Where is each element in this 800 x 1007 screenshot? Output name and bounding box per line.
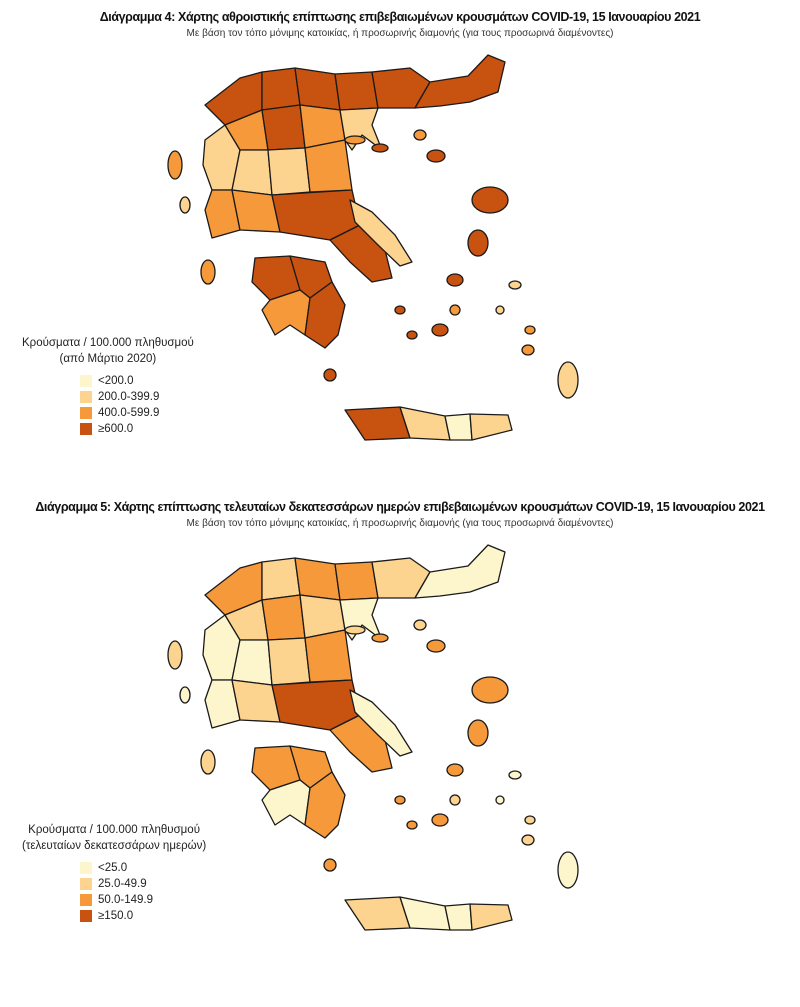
legend-swatch [80, 375, 92, 387]
island-region [394, 795, 406, 805]
map1-title: Διάγραμμα 4: Χάρτης αθροιστικής επίπτωση… [99, 10, 701, 24]
region-polygon [344, 406, 411, 441]
island-region [449, 794, 461, 806]
region-polygon [204, 679, 241, 729]
region-polygon [444, 413, 473, 441]
map2-title: Διάγραμμα 5: Χάρτης επίπτωσης τελευταίων… [35, 500, 765, 514]
island-region [508, 770, 522, 780]
map2-subtitle: Με βάση τον τόπο μόνιμης κατοικίας, ή πρ… [186, 518, 614, 529]
region-polygon [267, 147, 311, 196]
island-region [467, 229, 489, 257]
island-region [524, 815, 536, 825]
region-polygon [261, 594, 306, 641]
island-region [467, 719, 489, 747]
island-region [371, 633, 389, 643]
region-polygon [261, 779, 311, 826]
legend-title: Κρούσματα / 100.000 πληθυσμού [28, 824, 200, 836]
island-region [179, 196, 191, 214]
map1-subtitle: Με βάση τον τόπο μόνιμης κατοικίας, ή πρ… [186, 28, 614, 39]
legend-title: Κρούσματα / 100.000 πληθυσμού [22, 337, 194, 349]
island-region [471, 186, 509, 214]
region-polygon [261, 289, 311, 336]
region-polygon [267, 637, 311, 686]
legend-item: <200.0 [80, 373, 194, 389]
region-polygon [304, 281, 346, 349]
island-region [431, 323, 449, 337]
region-polygon [334, 561, 379, 601]
legend-swatch [80, 878, 92, 890]
region-polygon [261, 557, 301, 601]
legend-item: 50.0-149.9 [80, 892, 206, 908]
island-region [495, 795, 505, 805]
island-region [344, 625, 366, 635]
legend-item: <25.0 [80, 860, 206, 876]
island-region [406, 820, 418, 830]
legend-swatch [80, 894, 92, 906]
region-polygon [444, 903, 473, 931]
legend-item: 200.0-399.9 [80, 389, 194, 405]
legend-item: 400.0-599.9 [80, 405, 194, 421]
legend-item: 25.0-49.9 [80, 876, 206, 892]
island-region [521, 344, 535, 356]
legend-subtitle: (από Μάρτιο 2020) [59, 353, 157, 365]
island-region [471, 676, 509, 704]
region-polygon [349, 199, 413, 267]
island-region [495, 305, 505, 315]
legend-swatch [80, 423, 92, 435]
island-region [508, 280, 522, 290]
legend-item: ≥150.0 [80, 908, 206, 924]
island-region [426, 149, 446, 163]
island-region [413, 129, 427, 141]
legend-swatch [80, 910, 92, 922]
region-polygon [304, 771, 346, 839]
island-region [431, 813, 449, 827]
island-region [557, 361, 579, 399]
region-polygon [469, 903, 513, 931]
island-region [449, 304, 461, 316]
island-region [344, 135, 366, 145]
legend-swatch [80, 391, 92, 403]
region-polygon [414, 544, 506, 599]
island-region [200, 259, 216, 285]
legend-item: ≥600.0 [80, 421, 194, 437]
region-polygon [261, 67, 301, 111]
island-region [179, 686, 191, 704]
island-region [323, 858, 337, 872]
island-region [167, 150, 183, 180]
region-polygon [469, 413, 513, 441]
region-polygon [344, 896, 411, 931]
island-region [524, 325, 536, 335]
map1-choropleth [167, 54, 579, 441]
region-polygon [414, 54, 506, 109]
region-polygon [294, 67, 341, 111]
map2-choropleth [167, 544, 579, 931]
island-region [406, 330, 418, 340]
island-region [167, 640, 183, 670]
island-region [323, 368, 337, 382]
region-polygon [204, 189, 241, 239]
region-polygon [261, 104, 306, 151]
island-region [200, 749, 216, 775]
island-region [394, 305, 406, 315]
region-polygon [231, 639, 273, 686]
map2-legend: Κρούσματα / 100.000 πληθυσμού (τελευταίω… [22, 822, 206, 924]
island-region [446, 763, 464, 777]
region-polygon [304, 139, 353, 193]
legend-swatch [80, 407, 92, 419]
region-polygon [304, 629, 353, 683]
region-polygon [334, 71, 379, 111]
island-region [521, 834, 535, 846]
island-region [371, 143, 389, 153]
island-region [557, 851, 579, 889]
legend-swatch [80, 862, 92, 874]
island-region [426, 639, 446, 653]
map1-legend: Κρούσματα / 100.000 πληθυσμού (από Μάρτι… [22, 335, 194, 437]
region-polygon [349, 689, 413, 757]
region-polygon [294, 557, 341, 601]
island-region [413, 619, 427, 631]
legend-subtitle: (τελευταίων δεκατεσσάρων ημερών) [22, 840, 207, 852]
region-polygon [231, 149, 273, 196]
island-region [446, 273, 464, 287]
